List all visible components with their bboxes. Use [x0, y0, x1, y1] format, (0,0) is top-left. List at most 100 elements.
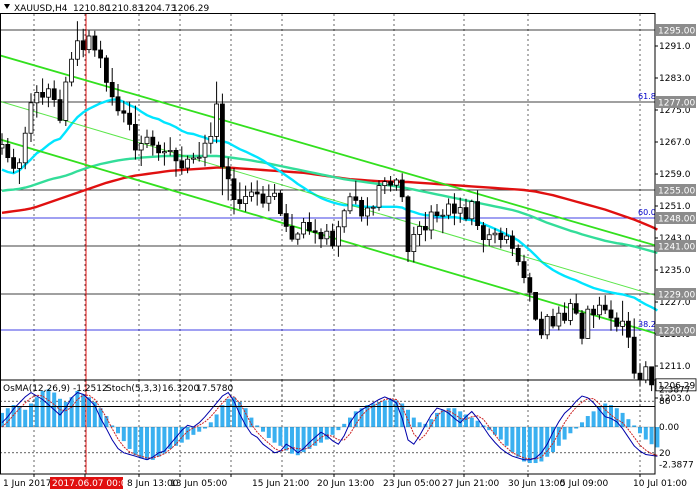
- osma-bar: [17, 406, 22, 427]
- candle-body: [16, 162, 22, 169]
- osma-bar: [191, 427, 196, 435]
- osma-bar: [510, 427, 515, 453]
- osma-bar: [185, 427, 190, 440]
- indicator-header: OsMA(12,26,9) -1.2512 Stoch(5,3,3) 16.32…: [3, 384, 233, 394]
- candle-body: [608, 309, 614, 319]
- osma-bar: [110, 425, 115, 427]
- osma-bar: [556, 427, 561, 446]
- y-tick-label: 1291.0: [659, 42, 691, 52]
- candle-body: [359, 199, 365, 217]
- candle-body: [254, 191, 260, 195]
- osma-bar: [406, 409, 410, 427]
- osma-bar: [429, 419, 434, 427]
- candle-body: [585, 308, 591, 339]
- candle-body: [463, 207, 469, 220]
- osma-bar: [156, 427, 161, 457]
- candle-body: [306, 221, 312, 232]
- osma-bar: [626, 419, 631, 427]
- candle-body: [40, 92, 45, 98]
- y-tick-label: 1211.0: [659, 362, 691, 372]
- candle-body: [370, 206, 376, 209]
- osma-bar: [475, 420, 480, 427]
- stoch-main-line: [1, 391, 658, 461]
- level-tag-bg: [656, 212, 696, 224]
- moving-averages-layer: [1, 98, 658, 312]
- osma-bar: [568, 427, 573, 434]
- osma-bar: [23, 409, 28, 427]
- level-tag-bg: [656, 184, 696, 196]
- indicator-frame: [0, 379, 656, 475]
- osma-bar: [58, 398, 62, 427]
- osma-bar: [585, 416, 590, 427]
- osma-bar: [249, 417, 254, 427]
- candle-body: [231, 178, 237, 201]
- osma-bar: [539, 427, 544, 462]
- candle-body: [51, 88, 57, 101]
- osma-bar: [162, 427, 167, 454]
- osma-bar: [197, 427, 202, 432]
- osma-bar: [5, 408, 10, 427]
- candle-body: [649, 366, 654, 386]
- candle-body: [301, 221, 307, 235]
- candle-body: [138, 143, 144, 151]
- candle-body: [86, 35, 92, 51]
- osma-bar: [75, 390, 80, 427]
- osma-bar: [632, 425, 637, 427]
- candle-body: [104, 57, 109, 83]
- candle-body: [266, 195, 272, 204]
- candle-body: [92, 35, 98, 51]
- candle-body: [335, 226, 341, 247]
- osma-value: -1.2512: [73, 384, 108, 394]
- candle-body: [556, 312, 562, 327]
- x-tick-label: 23 Jun 05:00: [383, 479, 440, 489]
- candle-body: [515, 247, 521, 262]
- osma-bar: [609, 405, 613, 427]
- candle-body: [179, 160, 185, 169]
- osma-bar: [319, 427, 323, 443]
- candle-body: [602, 304, 608, 311]
- level-tag-bg: [656, 324, 696, 336]
- osma-bar: [551, 427, 555, 453]
- candle-body: [469, 201, 475, 220]
- fib-label: 38.2: [638, 320, 656, 329]
- candle-body: [475, 201, 481, 227]
- candle-body: [98, 49, 103, 59]
- candle-body: [34, 92, 40, 104]
- candle-body: [11, 157, 17, 169]
- candle-body: [196, 156, 202, 159]
- osma-bar: [208, 422, 213, 427]
- osma-bar: [498, 427, 503, 440]
- candle-body: [544, 315, 550, 336]
- y-tick-label: 1235.0: [659, 266, 691, 276]
- osma-bar: [533, 427, 538, 464]
- y-tick-label: 1283.0: [659, 74, 691, 84]
- candle-body: [457, 207, 463, 214]
- osma-bar: [232, 397, 236, 427]
- candle-body: [498, 232, 504, 240]
- osma-bar: [382, 400, 387, 427]
- osma-bar: [266, 427, 271, 438]
- osma-bar: [214, 414, 219, 427]
- candle-body: [289, 225, 295, 240]
- candle-body: [132, 124, 138, 151]
- osma-bar: [464, 414, 468, 427]
- candle-body: [620, 320, 625, 327]
- candle-body: [0, 143, 5, 149]
- low-value: 1204.73: [139, 4, 176, 14]
- x-tick-label: 5 Jul 09:00: [560, 479, 609, 489]
- candle-body: [399, 179, 405, 198]
- osma-bar: [290, 427, 294, 454]
- candle-body: [341, 210, 347, 228]
- osma-bar: [330, 427, 335, 435]
- candle-body: [521, 261, 527, 279]
- osma-bar: [545, 427, 550, 457]
- level-tag: 1220.00: [658, 327, 695, 337]
- osma-bar: [417, 422, 422, 427]
- candle-body: [243, 195, 249, 204]
- candle-body: [550, 315, 556, 327]
- candle-body: [167, 149, 173, 152]
- candle-body: [353, 196, 359, 201]
- candle-body: [109, 82, 115, 98]
- osma-bar: [643, 427, 648, 440]
- stoch-main-value: 16.3200: [162, 384, 199, 394]
